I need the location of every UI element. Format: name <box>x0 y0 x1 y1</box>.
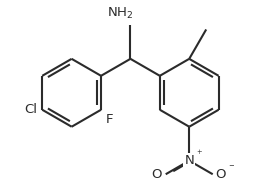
Text: O: O <box>152 168 162 181</box>
Text: $^+$: $^+$ <box>195 149 203 159</box>
Text: Cl: Cl <box>24 103 37 116</box>
Text: N: N <box>184 154 194 167</box>
Text: O: O <box>215 168 226 181</box>
Text: F: F <box>105 113 113 126</box>
Text: $^-$: $^-$ <box>227 163 236 173</box>
Text: NH$_2$: NH$_2$ <box>107 5 134 21</box>
